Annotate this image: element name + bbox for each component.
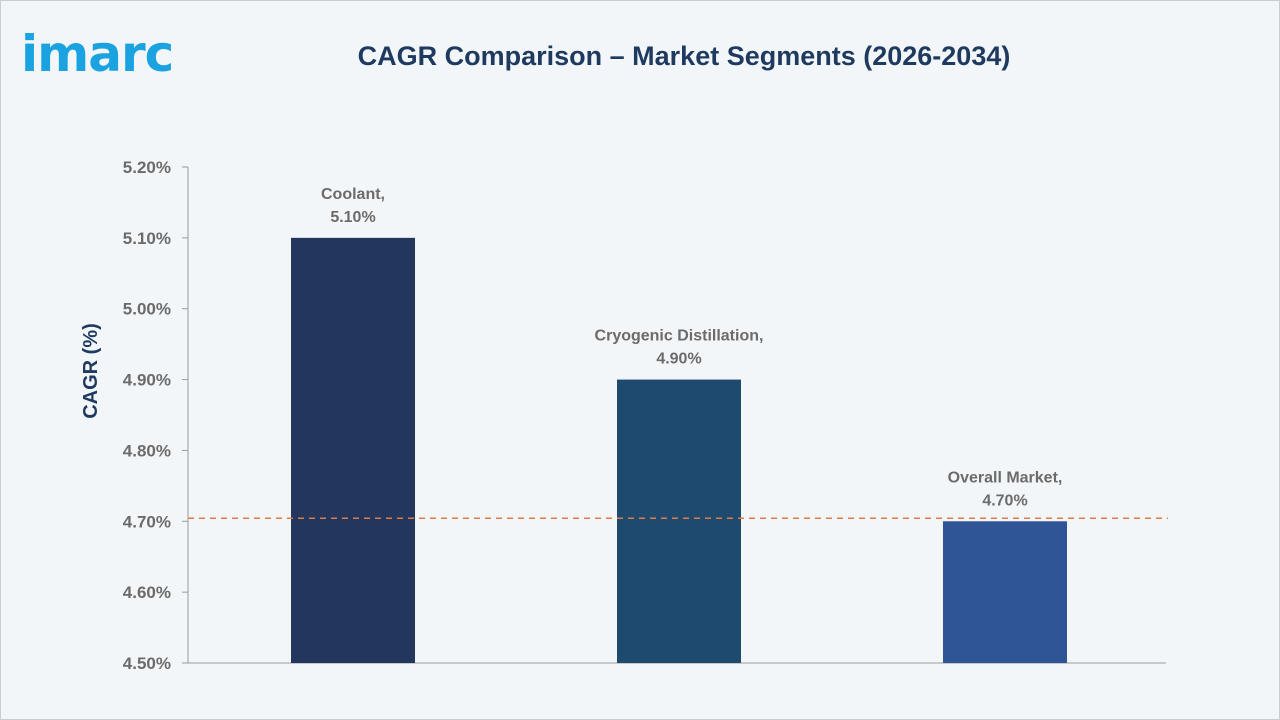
y-tick-label: 5.20%: [123, 158, 171, 177]
bar-coolant: [291, 237, 415, 663]
imarc-logo: imarc: [21, 25, 174, 83]
data-label-category: Cryogenic Distillation,: [595, 328, 764, 345]
data-label-value: 5.10%: [330, 209, 375, 226]
data-label-category: Coolant,: [321, 186, 385, 203]
data-label-category: Overall Market,: [948, 469, 1063, 486]
y-tick-label: 5.10%: [123, 229, 171, 248]
y-tick-label: 4.60%: [123, 583, 171, 602]
chart-title: CAGR Comparison – Market Segments (2026-…: [357, 41, 1011, 71]
y-tick-label: 4.90%: [123, 371, 171, 390]
y-tick-label: 5.00%: [123, 300, 171, 319]
y-tick-label: 4.50%: [123, 654, 171, 673]
y-tick-label: 4.80%: [123, 441, 171, 460]
bar-overall-market: [943, 521, 1067, 663]
data-label-value: 4.90%: [656, 351, 701, 368]
bar-cryogenic-distillation: [617, 379, 741, 663]
data-label-value: 4.70%: [982, 492, 1027, 509]
y-tick-label: 4.70%: [123, 512, 171, 531]
y-axis-label: CAGR (%): [80, 323, 102, 419]
